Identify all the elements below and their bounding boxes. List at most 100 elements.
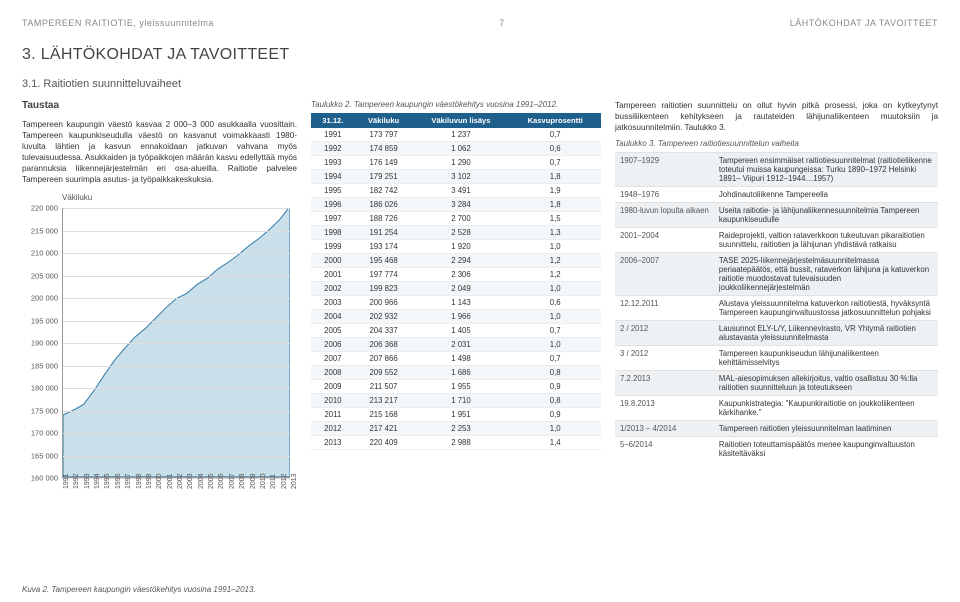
table-row: 1995182 7423 4911,9 [311,184,601,198]
table2-cell: 1 955 [412,380,509,394]
table2-cell: 1 062 [412,142,509,156]
table2-cell: 1997 [311,212,355,226]
table3-date-cell: 7.2.2013 [615,371,714,396]
table2-cell: 2007 [311,352,355,366]
table2-cell: 2 528 [412,226,509,240]
table2-cell: 1 143 [412,296,509,310]
table2-cell: 2 049 [412,282,509,296]
table2-cell: 2 253 [412,422,509,436]
column-1: Taustaa Tampereen kaupungin väestö kasva… [22,100,297,492]
table2-cell: 0,6 [509,142,601,156]
table2-cell: 2 031 [412,338,509,352]
table2-cell: 2 306 [412,268,509,282]
table2-cell: 191 254 [355,226,413,240]
table3-desc-cell: Kaupunkistrategia: "Kaupunkiraitiotie on… [714,396,938,421]
table-row: 1999193 1741 9201,0 [311,240,601,254]
section-heading: 3. LÄHTÖKOHDAT JA TAVOITTEET [22,46,938,64]
table3-date-cell: 2 / 2012 [615,321,714,346]
x-axis-label: 2004 [198,474,205,490]
header-right: LÄHTÖKOHDAT JA TAVOITTEET [790,18,938,28]
table3-desc-cell: Useita raitiotie- ja lähijunaliikennesuu… [714,203,938,228]
figure-caption: Kuva 2. Tampereen kaupungin väestökehity… [22,585,256,594]
table-row: 1948–1976Johdinautoliikenne Tampereella [615,187,938,203]
table3-desc-cell: MAL-aiesopimuksen allekirjoitus, valtio … [714,371,938,396]
table2-cell: 0,8 [509,366,601,380]
table3-date-cell: 2001–2004 [615,228,714,253]
table2-cell: 1 951 [412,408,509,422]
chart-plot-area: 1991199219931994199519961997199819992000… [62,208,290,478]
table2-cell: 2012 [311,422,355,436]
table2-cell: 2 700 [412,212,509,226]
page-header: TAMPEREEN RAITIOTIE, yleissuunnitelma 7 … [22,18,938,28]
table2-cell: 1998 [311,226,355,240]
table-row: 2012217 4212 2531,0 [311,422,601,436]
table2-cell: 1 920 [412,240,509,254]
table-row: 2009211 5071 9550,9 [311,380,601,394]
table3-desc-cell: Tampereen kaupunkiseudun lähijunaliikent… [714,346,938,371]
history-paragraph: Tampereen raitiotien suunnittelu on ollu… [615,100,938,133]
table2-cell: 1,0 [509,338,601,352]
table2-cell: 1,0 [509,422,601,436]
table2-cell: 195 468 [355,254,413,268]
table2-cell: 209 552 [355,366,413,380]
table-row: 2003200 9661 1430,6 [311,296,601,310]
table-row: 2006206 3682 0311,0 [311,338,601,352]
table-row: 1997188 7262 7001,5 [311,212,601,226]
table2-cell: 1999 [311,240,355,254]
x-axis-label: 1997 [125,474,132,490]
y-axis-label: 160 000 [22,474,58,483]
table2-cell: 2006 [311,338,355,352]
table2-cell: 1,4 [509,436,601,450]
table2-cell: 182 742 [355,184,413,198]
table2-cell: 2002 [311,282,355,296]
table-row: 2005204 3371 4050,7 [311,324,601,338]
history-table: 1907–1929Tampereen ensimmäiset raitiotie… [615,152,938,461]
table-row: 5–6/2014Raitiotien toteuttamispäätös men… [615,437,938,462]
table2-cell: 2010 [311,394,355,408]
table-row: 2011215 1681 9510,9 [311,408,601,422]
table2-cell: 176 149 [355,156,413,170]
x-axis-label: 2007 [229,474,236,490]
table-row: 2006–2007TASE 2025-liikennejärjestelmäsu… [615,253,938,296]
table2-cell: 186 026 [355,198,413,212]
y-axis-label: 220 000 [22,204,58,213]
table2-cell: 1994 [311,170,355,184]
table3-body: 1907–1929Tampereen ensimmäiset raitiotie… [615,153,938,462]
table2-cell: 202 932 [355,310,413,324]
table-row: 1980-luvun lopulta alkaenUseita raitioti… [615,203,938,228]
table2-cell: 1 498 [412,352,509,366]
table2-cell: 1,5 [509,212,601,226]
x-axis-label: 1991 [63,474,70,490]
table-row: 2002199 8232 0491,0 [311,282,601,296]
table3-date-cell: 1948–1976 [615,187,714,203]
table2-cell: 217 421 [355,422,413,436]
table2-cell: 0,7 [509,156,601,170]
table2-cell: 0,7 [509,128,601,142]
table2-cell: 204 337 [355,324,413,338]
page: TAMPEREEN RAITIOTIE, yleissuunnitelma 7 … [0,0,960,602]
table2-cell: 174 859 [355,142,413,156]
chart-y-title: Väkiluku [62,193,297,202]
table-row: 2001–2004Raideprojekti, valtion rataverk… [615,228,938,253]
x-axis-label: 2012 [281,474,288,490]
table2-cell: 0,9 [509,408,601,422]
x-axis-label: 1999 [146,474,153,490]
table-row: 2000195 4682 2941,2 [311,254,601,268]
table2-cell: 2008 [311,366,355,380]
table2-cell: 2001 [311,268,355,282]
x-axis-label: 1993 [84,474,91,490]
table3-caption: Taulukko 3. Tampereen raitiotiesuunnitte… [615,139,938,148]
table2-cell: 200 966 [355,296,413,310]
table-row: 1998191 2542 5281,3 [311,226,601,240]
table3-date-cell: 12.12.2011 [615,296,714,321]
y-axis-label: 215 000 [22,226,58,235]
table2-header-row: 31.12.VäkilukuVäkiluvun lisäysKasvuprose… [311,113,601,128]
table2-cell: 188 726 [355,212,413,226]
table3-date-cell: 1/2013 – 4/2014 [615,421,714,437]
table-row: 2 / 2012Lausunnot ELY-L/Y, Liikenneviras… [615,321,938,346]
table3-desc-cell: Raitiotien toteuttamispäätös menee kaupu… [714,437,938,462]
table2-cell: 1995 [311,184,355,198]
table2-cell: 207 866 [355,352,413,366]
table2-cell: 2005 [311,324,355,338]
table-row: 19.8.2013Kaupunkistrategia: "Kaupunkirai… [615,396,938,421]
